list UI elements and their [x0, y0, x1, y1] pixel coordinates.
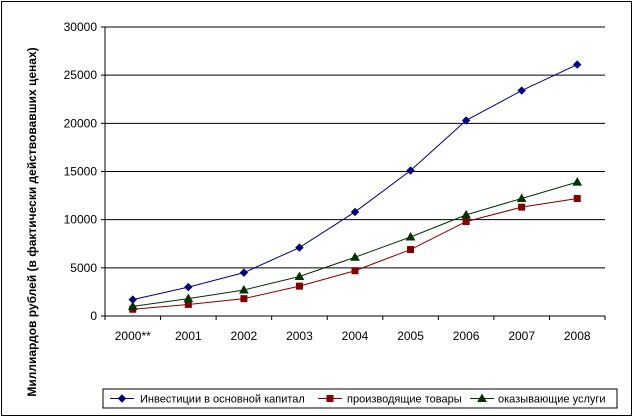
x-tick-label: 2002 — [231, 329, 258, 343]
legend-label: производящие товары — [347, 394, 462, 406]
data-point — [405, 231, 416, 241]
legend-label: оказывающие услуги — [498, 394, 606, 406]
y-tick-label: 20000 — [64, 116, 98, 130]
data-point — [184, 282, 193, 292]
y-tick-label: 25000 — [64, 68, 98, 82]
data-point — [295, 243, 304, 252]
series-line — [132, 181, 578, 307]
data-point — [351, 267, 359, 275]
x-tick-label: 2006 — [453, 329, 480, 343]
data-point — [462, 218, 470, 226]
series-1 — [128, 60, 582, 304]
data-point — [461, 209, 471, 219]
axes — [101, 26, 606, 320]
x-tick-label: 2001 — [175, 329, 202, 343]
legend-item: Инвестиции в основной капитал — [110, 394, 305, 406]
data-point — [239, 284, 249, 294]
series-lines — [127, 60, 583, 313]
data-point — [517, 86, 526, 95]
legend-item: производящие товары — [318, 394, 462, 406]
data-point — [477, 393, 487, 402]
gridlines — [105, 26, 605, 269]
data-point — [183, 293, 194, 303]
data-point — [239, 268, 249, 277]
x-tick-label: 2005 — [397, 329, 424, 343]
x-tick-label: 2003 — [286, 329, 313, 343]
y-tick-label: 5000 — [70, 261, 97, 275]
x-tick-label: 2007 — [508, 329, 535, 343]
data-point — [294, 271, 305, 281]
data-point — [461, 116, 471, 125]
y-axis-label: Миллиардов рублей (в фактически действов… — [25, 47, 39, 396]
legend-item: оказывающие услуги — [470, 393, 606, 406]
data-point — [240, 295, 248, 303]
data-point — [350, 207, 360, 217]
data-point — [572, 177, 583, 186]
data-point — [117, 394, 127, 403]
data-point — [184, 300, 192, 308]
x-tick-label: 2008 — [564, 329, 591, 343]
data-point — [350, 252, 360, 261]
y-tick-label: 0 — [90, 309, 97, 323]
x-tick-labels: 2000** 2001 2002 2003 2004 2005 2006 2007 2008 — [115, 329, 591, 343]
data-point — [295, 282, 303, 290]
series-line — [132, 64, 578, 301]
data-point — [518, 203, 526, 211]
data-point — [573, 60, 582, 69]
legend-label: Инвестиции в основной капитал — [140, 394, 305, 406]
data-point — [516, 193, 527, 202]
y-tick-label: 15000 — [64, 165, 98, 179]
y-tick-labels: 0 5000 10000 15000 20000 25000 30000 — [64, 20, 98, 323]
legend: Инвестиции в основной капитал производящи… — [102, 388, 618, 409]
series-3 — [127, 177, 583, 310]
legend-box — [102, 388, 618, 409]
data-point — [573, 194, 581, 202]
data-point — [127, 301, 138, 310]
y-tick-label: 30000 — [64, 20, 98, 34]
data-point — [406, 166, 415, 175]
data-point — [407, 246, 415, 254]
data-point — [326, 395, 334, 402]
x-tick-label: 2004 — [342, 329, 369, 343]
y-tick-label: 10000 — [64, 213, 98, 227]
x-tick-label: 2000** — [115, 329, 151, 343]
